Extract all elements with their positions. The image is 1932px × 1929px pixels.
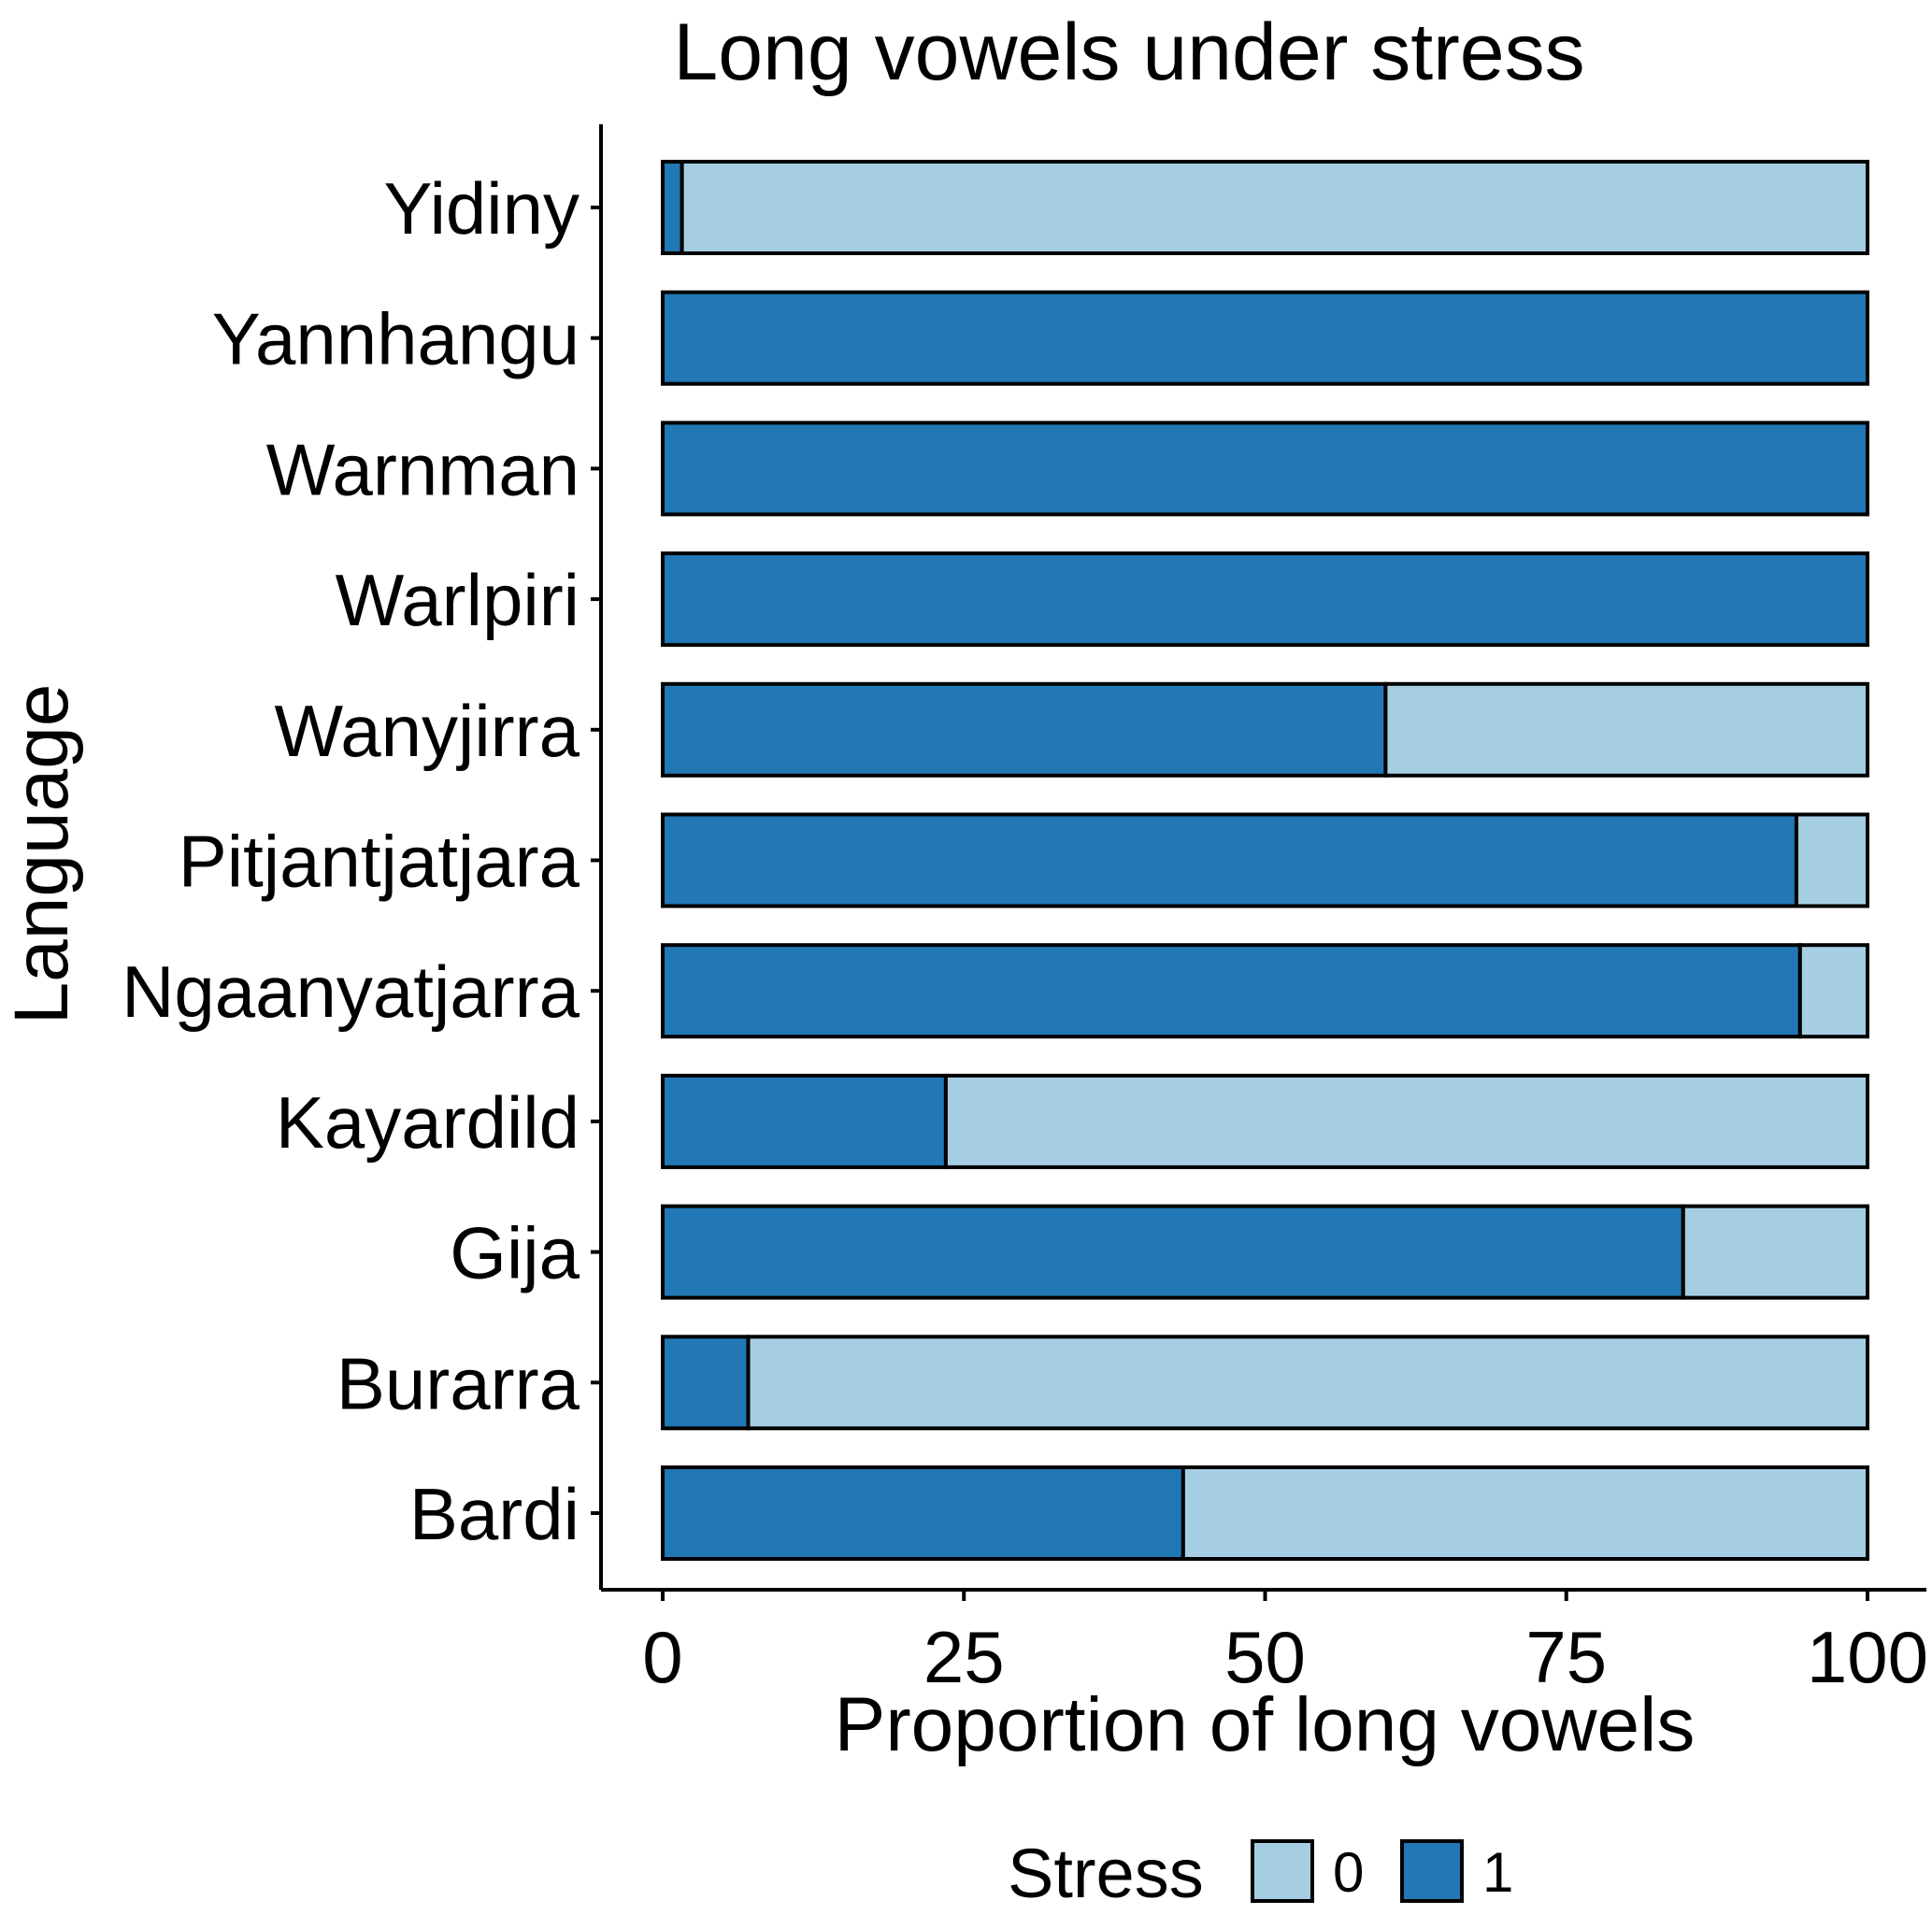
bar-burarra-stress-0 [746,1335,1869,1431]
y-tick-label: Kayardild [276,1081,580,1164]
y-tick-label: Burarra [336,1342,580,1424]
bar-pitjantjatjara-stress-1 [661,812,1798,908]
y-tick-label: Bardi [409,1473,580,1555]
x-tick-label: 0 [642,1616,682,1698]
x-axis-ticks: 0 25 50 75 100 [642,1590,1928,1698]
bar-yidiny-stress-0 [680,160,1869,255]
bar-pitjantjatjara-stress-0 [1794,812,1869,908]
x-axis-label: Proportion of long vowels [835,1682,1696,1767]
legend-key-0 [1251,1839,1314,1903]
legend-key-1 [1400,1839,1464,1903]
bar-bardi-stress-0 [1181,1465,1869,1561]
bar-yidiny-stress-1 [661,160,684,255]
y-tick-label: Yannhangu [212,298,580,380]
x-tick-label: 75 [1525,1616,1607,1698]
x-tick-label: 100 [1807,1616,1928,1698]
bar-kayardild-stress-0 [943,1073,1869,1169]
bar-wanyjirra-stress-0 [1383,681,1869,778]
legend-label-0: 0 [1333,1841,1364,1904]
y-tick-label: Warnman [266,428,580,510]
y-tick-label: Warlpiri [336,559,580,641]
y-tick-label: Yidiny [383,167,580,250]
bar-wanyjirra-stress-1 [661,681,1388,778]
bar-ngaanyatjarra-stress-1 [661,943,1802,1039]
x-tick-label: 50 [1224,1616,1306,1698]
x-tick-label: 25 [923,1616,1005,1698]
legend-title: Stress [1008,1835,1204,1912]
bar-yannhangu-stress-1 [661,290,1869,386]
bar-gija-stress-0 [1681,1204,1869,1300]
y-tick-label: Gija [450,1212,580,1294]
bar-kayardild-stress-1 [661,1073,948,1169]
bar-burarra-stress-1 [661,1335,751,1431]
y-axis-ticks: Yidiny Yannhangu Warnman Warlpiri Wanyjirra P… [122,167,601,1555]
legend-label-1: 1 [1482,1841,1513,1904]
bar-warnman-stress-1 [661,421,1869,517]
bars-group [661,160,1870,1561]
y-axis-label: Language [0,684,84,1025]
bar-warlpiri-stress-1 [661,551,1869,648]
bar-bardi-stress-1 [661,1465,1185,1561]
chart-title: Long vowels under stress [673,7,1584,97]
bar-gija-stress-1 [661,1204,1685,1300]
y-tick-label: Pitjantjatjara [179,821,580,903]
y-tick-label: Ngaanyatjarra [122,950,580,1033]
bar-ngaanyatjarra-stress-0 [1797,943,1870,1039]
y-tick-label: Wanyjirra [275,690,580,772]
